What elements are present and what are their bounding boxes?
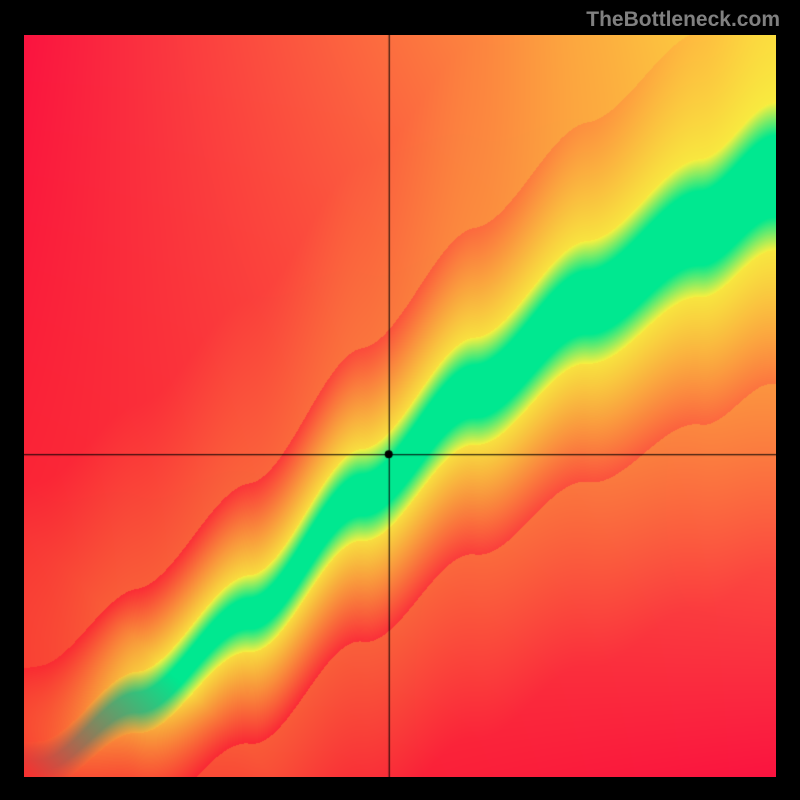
heatmap-plot (24, 35, 776, 777)
chart-container: TheBottleneck.com (0, 0, 800, 800)
watermark-text: TheBottleneck.com (586, 8, 780, 32)
heatmap-canvas (24, 35, 776, 777)
